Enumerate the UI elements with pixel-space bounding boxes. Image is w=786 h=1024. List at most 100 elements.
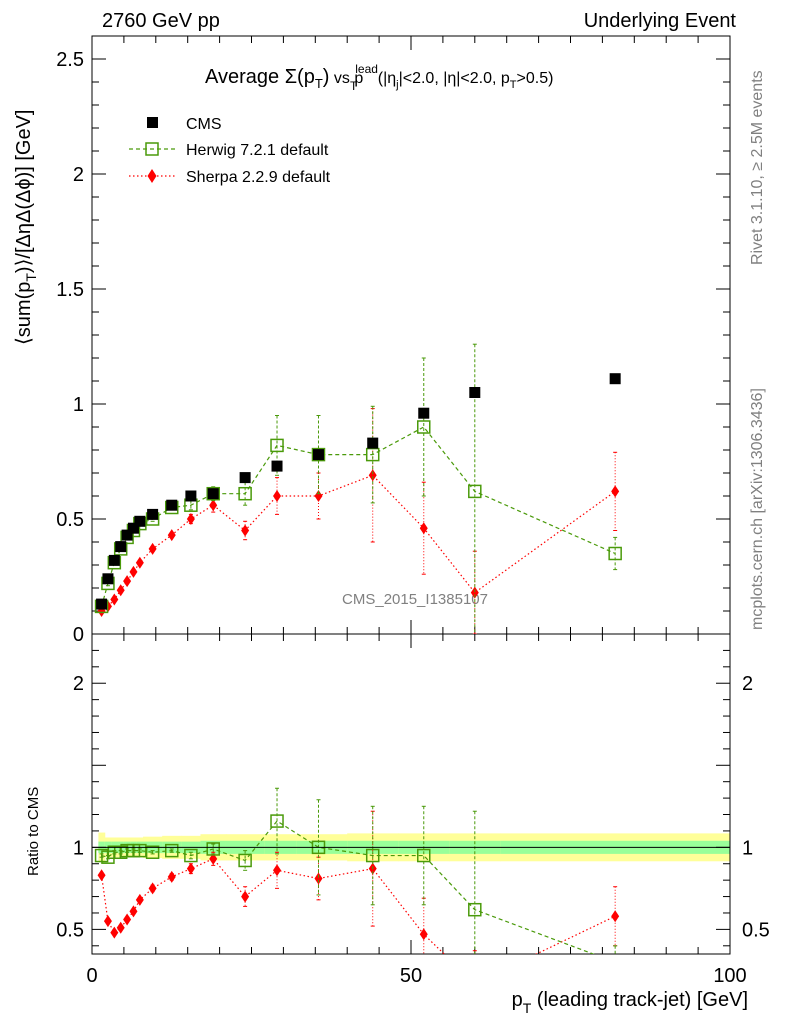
series-line-sherpa — [100, 858, 616, 954]
data-point-herwig — [206, 842, 220, 856]
data-point-sherpa — [209, 499, 218, 512]
data-point-herwig — [145, 845, 160, 860]
y-tick-label-ratio-right: 1 — [742, 837, 753, 859]
data-point-cms — [102, 573, 114, 585]
data-point-sherpa — [116, 584, 125, 597]
data-point-herwig — [365, 848, 380, 863]
data-point-sherpa — [314, 490, 323, 502]
x-axis-label: pT (leading track-jet) [GeV] — [512, 989, 748, 1016]
data-point-cms — [312, 449, 324, 461]
y-tick-label-ratio-right: 2 — [742, 673, 753, 695]
series-sherpa — [97, 810, 620, 990]
data-point-herwig — [417, 420, 431, 434]
data-point-sherpa — [167, 529, 176, 542]
y-tick-label-ratio: 1 — [73, 837, 84, 859]
series-herwig — [94, 787, 621, 968]
data-point-herwig — [270, 814, 284, 828]
y-tick-label-main: 0.5 — [56, 509, 84, 531]
data-point-sherpa — [148, 882, 157, 895]
data-point-sherpa — [471, 978, 479, 990]
ratio-series — [94, 787, 621, 990]
data-point-herwig — [238, 853, 252, 868]
plot-title: Average Σ(pT) vs plead T (|ηj|<2.0, |η|<2… — [205, 62, 553, 93]
legend-marker-sherpa — [147, 169, 157, 183]
y-tick-label-ratio: 2 — [73, 673, 84, 695]
data-point-sherpa — [314, 872, 323, 885]
data-point-cms — [271, 460, 283, 472]
data-point-cms — [367, 437, 379, 449]
data-point-sherpa — [129, 565, 138, 578]
data-point-herwig — [608, 546, 622, 561]
data-point-sherpa — [97, 869, 106, 882]
x-tick-label: 50 — [400, 965, 422, 987]
y-tick-label-ratio: 0.5 — [56, 919, 84, 941]
legend-label-herwig: Herwig 7.2.1 default — [186, 142, 329, 159]
data-point-cms — [609, 373, 621, 385]
data-point-herwig — [238, 486, 252, 501]
data-point-herwig — [468, 902, 482, 917]
legend-label-sherpa: Sherpa 2.2.9 default — [186, 169, 331, 186]
data-point-sherpa — [368, 469, 377, 482]
data-point-cms — [239, 472, 251, 484]
data-point-sherpa — [135, 893, 144, 906]
data-point-sherpa — [116, 921, 125, 934]
data-point-sherpa — [241, 524, 250, 537]
data-point-herwig — [133, 843, 147, 858]
data-point-cms — [108, 554, 120, 566]
data-point-sherpa — [470, 586, 479, 599]
data-point-sherpa — [148, 542, 157, 555]
data-point-herwig — [206, 486, 220, 501]
data-point-sherpa — [241, 890, 250, 903]
header-right: Underlying Event — [584, 10, 737, 32]
data-point-herwig — [468, 484, 482, 499]
series-cms — [96, 373, 621, 610]
data-point-cms — [166, 499, 178, 511]
data-point-sherpa — [273, 864, 282, 877]
data-point-herwig — [165, 843, 179, 858]
y-tick-label-main: 0 — [73, 624, 84, 646]
main-series — [94, 343, 622, 634]
header-left: 2760 GeV pp — [102, 10, 220, 32]
data-point-sherpa — [167, 870, 176, 883]
legend-marker-herwig — [145, 142, 159, 156]
axis-tick-labels: 0 0.5 1 1.5 2 2.5 0.5 0.5 1 1 2 2 0 50 100 — [56, 49, 770, 987]
y-tick-label-main: 2 — [73, 164, 84, 186]
legend-label-cms: CMS — [186, 116, 222, 133]
data-point-cms — [127, 522, 139, 534]
legend: CMS Herwig 7.2.1 default Sherpa 2.2.9 de… — [129, 116, 331, 186]
data-point-cms — [134, 515, 146, 527]
data-point-sherpa — [186, 513, 195, 525]
data-point-sherpa — [611, 485, 620, 498]
data-point-sherpa — [110, 926, 119, 939]
data-point-herwig — [417, 848, 431, 863]
rivet-label: Rivet 3.1.10, ≥ 2.5M events — [749, 70, 766, 265]
data-point-herwig — [311, 447, 326, 462]
data-point-cms — [207, 488, 219, 500]
x-tick-label: 0 — [86, 965, 97, 987]
y-tick-label-main: 2.5 — [56, 49, 84, 71]
data-point-cms — [418, 407, 430, 419]
data-point-sherpa — [110, 593, 119, 606]
data-point-sherpa — [186, 862, 195, 875]
y-tick-label-main: 1 — [73, 394, 84, 416]
ratio-y-axis-label: Ratio to CMS — [25, 787, 42, 876]
data-point-sherpa — [129, 905, 138, 918]
series-line-sherpa — [101, 474, 616, 612]
analysis-watermark: CMS_2015_I1385107 — [342, 591, 488, 608]
data-point-sherpa — [419, 928, 428, 941]
data-point-cms — [115, 541, 127, 553]
data-point-cms — [96, 598, 108, 610]
series-line-herwig — [100, 426, 616, 607]
data-point-herwig — [609, 956, 621, 968]
data-point-sherpa — [419, 522, 428, 535]
data-point-cms — [185, 490, 197, 502]
data-point-sherpa — [273, 490, 282, 502]
y-tick-label-ratio-right: 0.5 — [742, 919, 770, 941]
data-point-cms — [121, 529, 133, 541]
data-point-sherpa — [611, 910, 620, 923]
axis-ticks — [91, 35, 731, 954]
data-point-sherpa — [209, 852, 218, 865]
data-point-sherpa — [135, 556, 144, 569]
data-point-sherpa — [103, 915, 112, 928]
